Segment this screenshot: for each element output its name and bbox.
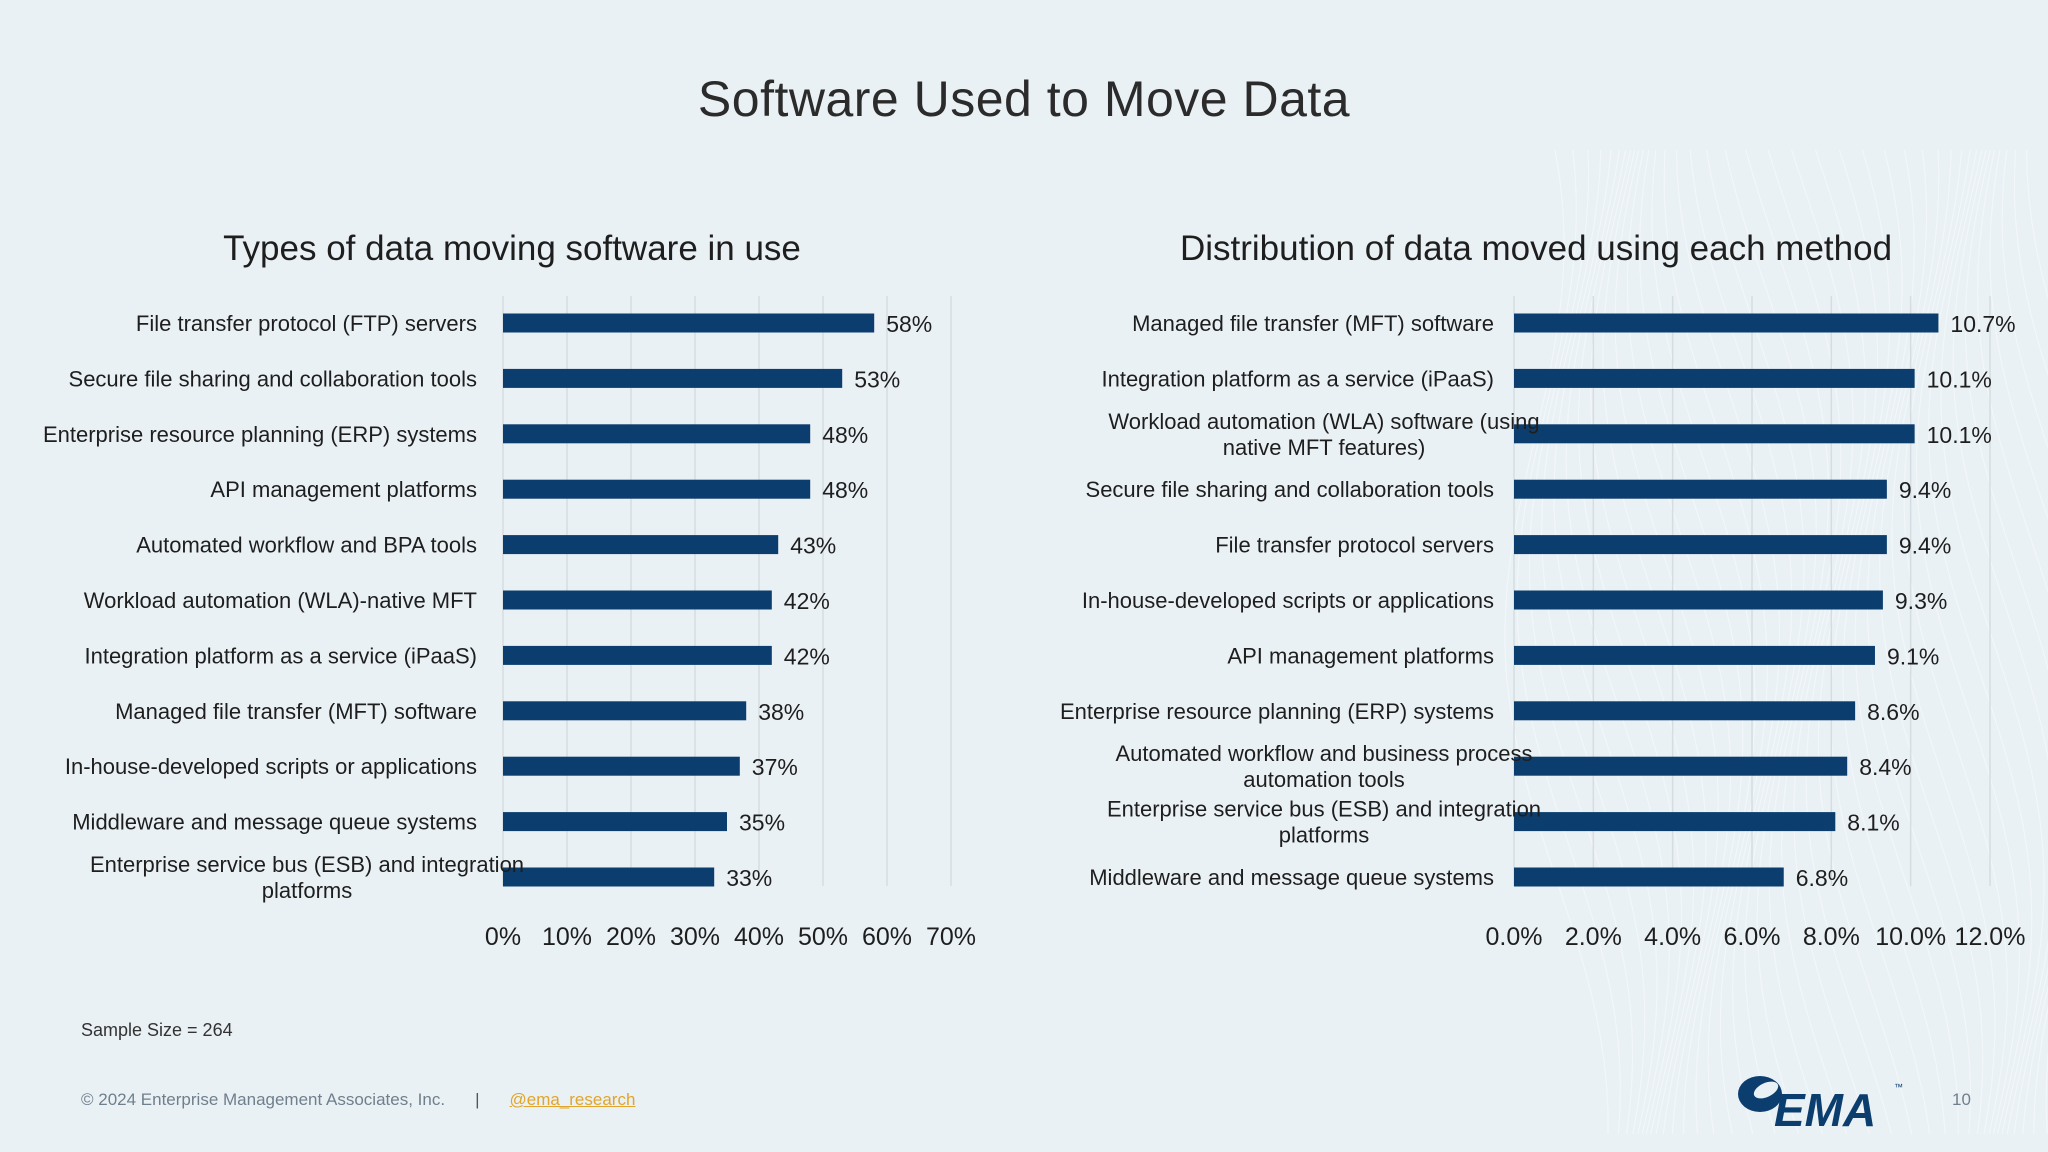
x-tick-label: 30% [670,923,720,951]
category-label: Enterprise service bus (ESB) and integra… [1107,797,1541,848]
bar [1514,867,1784,887]
data-label: 8.4% [1859,754,1911,780]
page-number: 10 [1952,1090,1971,1109]
data-label: 9.4% [1899,533,1951,559]
data-label: 48% [822,477,868,503]
x-tick-label: 0.0% [1486,923,1543,951]
x-tick-label: 50% [798,923,848,951]
data-label: 38% [758,699,804,725]
x-tick-label: 0% [485,923,521,951]
data-label: 58% [886,311,932,337]
x-tick-label: 60% [862,923,912,951]
bar [503,479,811,499]
x-tick-label: 8.0% [1803,923,1860,951]
chart-title: Distribution of data moved using each me… [1180,229,1892,268]
chart-title: Types of data moving software in use [223,229,801,268]
x-tick-label: 12.0% [1955,923,2026,951]
data-label: 37% [752,754,798,780]
logo-text: EMA [1774,1084,1876,1130]
data-label: 53% [854,366,900,392]
data-label: 9.1% [1887,643,1939,669]
bar [503,756,740,776]
x-tick-label: 2.0% [1565,923,1622,951]
x-tick-label: 6.0% [1724,923,1781,951]
footer-twitter-link[interactable]: @ema_research [509,1090,636,1109]
category-label: API management platforms [210,477,477,502]
x-tick-label: 10% [542,923,592,951]
category-label: Secure file sharing and collaboration to… [1086,477,1494,502]
category-label: Secure file sharing and collaboration to… [69,366,477,391]
data-label: 8.6% [1867,699,1919,725]
bar [503,812,727,832]
footer-copyright: © 2024 Enterprise Management Associates,… [81,1090,446,1109]
bar [1514,368,1915,388]
category-label: In-house-developed scripts or applicatio… [1082,588,1494,613]
bar [1514,424,1915,444]
category-label: Managed file transfer (MFT) software [1132,311,1494,336]
category-label: API management platforms [1227,643,1494,668]
x-tick-label: 10.0% [1875,923,1946,951]
bar [1514,645,1875,665]
data-label: 8.1% [1847,810,1899,836]
category-label: Enterprise service bus (ESB) and integra… [90,852,524,903]
category-label: Enterprise resource planning (ERP) syste… [1060,699,1494,724]
category-label: Workload automation (WLA) software (usin… [1108,409,1539,460]
data-label: 33% [726,865,772,891]
bar [503,645,772,665]
category-label: File transfer protocol (FTP) servers [136,311,477,336]
category-label: File transfer protocol servers [1215,533,1494,558]
logo-trademark: ™ [1894,1082,1903,1092]
ema-logo: EMA ™ [1738,1076,1903,1130]
data-label: 9.4% [1899,477,1951,503]
data-label: 6.8% [1796,865,1848,891]
category-label: Managed file transfer (MFT) software [115,699,477,724]
bar [503,424,811,444]
bar [503,535,779,555]
bar [1514,479,1887,499]
bar [503,313,875,333]
data-label: 10.7% [1950,311,2015,337]
bar [503,701,747,721]
category-label: Middleware and message queue systems [72,810,477,835]
data-label: 42% [784,643,830,669]
x-tick-label: 70% [926,923,976,951]
bar [503,867,715,887]
data-label: 42% [784,588,830,614]
x-tick-label: 20% [606,923,656,951]
bar [1514,313,1939,333]
category-label: Integration platform as a service (iPaaS… [1101,366,1494,391]
footer-separator: | [475,1090,480,1109]
category-label: In-house-developed scripts or applicatio… [65,754,477,779]
bar [503,590,772,610]
bar [503,368,843,388]
category-label: Enterprise resource planning (ERP) syste… [43,422,477,447]
x-tick-label: 40% [734,923,784,951]
data-label: 48% [822,422,868,448]
data-label: 9.3% [1895,588,1947,614]
bar [1514,812,1836,832]
category-label: Workload automation (WLA)-native MFT [84,588,477,613]
category-label: Integration platform as a service (iPaaS… [84,643,477,668]
sample-size-note: Sample Size = 264 [81,1020,233,1040]
data-label: 10.1% [1927,366,1992,392]
x-tick-label: 4.0% [1644,923,1701,951]
bar [1514,590,1883,610]
bar [1514,701,1856,721]
bar [1514,535,1887,555]
footer: © 2024 Enterprise Management Associates,… [81,1090,635,1110]
category-label: Automated workflow and BPA tools [136,533,477,558]
data-label: 10.1% [1927,422,1992,448]
data-label: 35% [739,810,785,836]
page-title: Software Used to Move Data [697,71,1351,127]
data-label: 43% [790,533,836,559]
bar [1514,756,1848,776]
category-label: Automated workflow and business process a… [1116,741,1533,792]
category-label: Middleware and message queue systems [1089,865,1494,890]
